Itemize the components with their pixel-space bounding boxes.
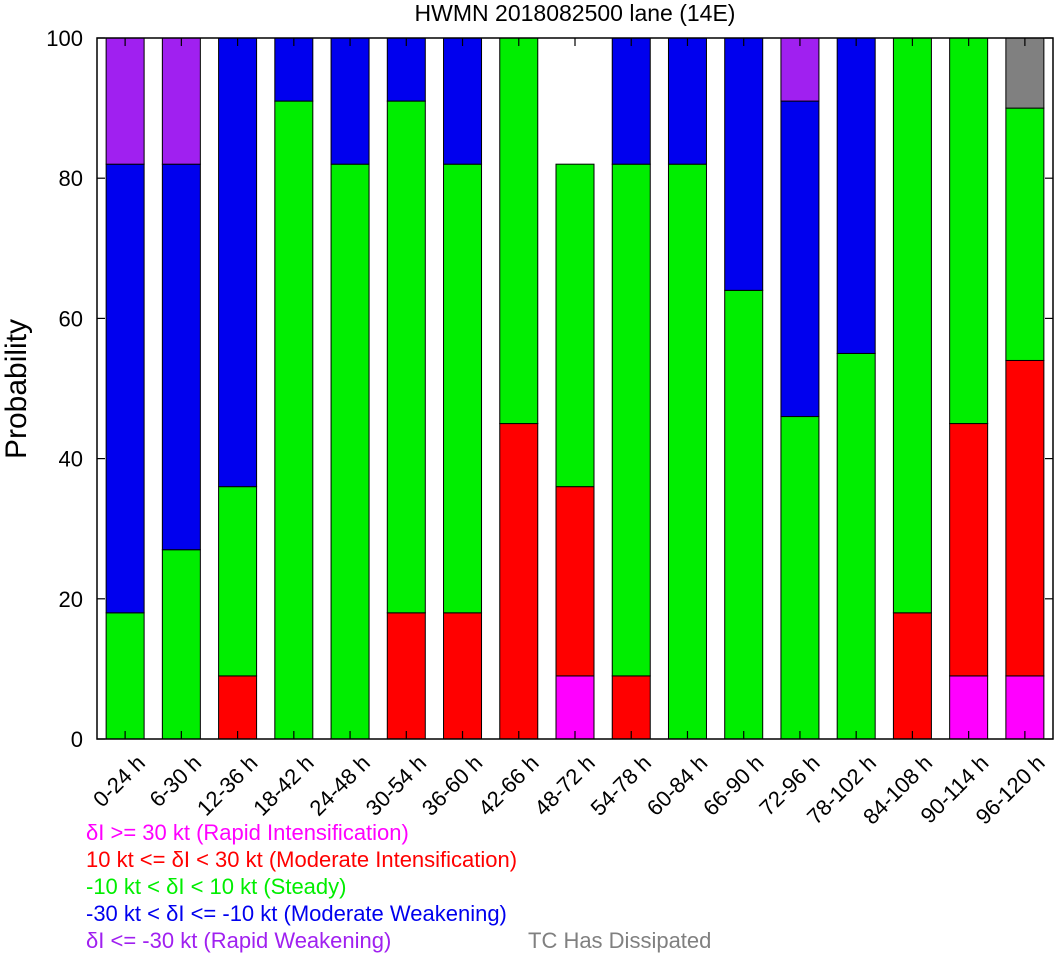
- bar-segment-90-114h-s1: [949, 423, 989, 677]
- bar-segment-0-24h-s2: [105, 612, 145, 740]
- legend-line-tc-dissipated: TC Has Dissipated: [528, 928, 712, 953]
- bar-segment-54-78h-s3: [611, 37, 651, 165]
- bar-segment-6-30h-s4: [161, 37, 201, 165]
- bar-segment-54-78h-s2: [611, 163, 651, 677]
- y-tick-label: 60: [59, 306, 83, 331]
- bar-segment-42-66h-s1: [499, 423, 539, 740]
- bar-segment-42-66h-s2: [499, 37, 539, 425]
- bar-segment-48-72h-s0: [555, 675, 595, 740]
- bar-segment-96-120h-s5: [1005, 37, 1045, 109]
- bar-segment-84-108h-s1: [892, 612, 932, 740]
- bar-segment-54-78h-s1: [611, 675, 651, 740]
- chart-title: HWMN 2018082500 lane (14E): [415, 0, 736, 26]
- x-tick-label: 60-84 h: [642, 750, 712, 820]
- x-tick-label: 18-42 h: [248, 750, 318, 820]
- bar-segment-30-54h-s3: [386, 37, 426, 102]
- bar-segment-60-84h-s3: [667, 37, 707, 165]
- y-tick-label: 20: [59, 587, 83, 612]
- bar-segment-48-72h-s2: [555, 163, 595, 488]
- legend-line-moderate-intensification: 10 kt <= δI < 30 kt (Moderate Intensific…: [86, 847, 518, 872]
- y-tick-label: 40: [59, 447, 83, 472]
- bar-segment-0-24h-s3: [105, 163, 145, 614]
- x-tick-label: 54-78 h: [586, 750, 656, 820]
- x-tick-label: 0-24 h: [88, 750, 150, 812]
- bar-segment-90-114h-s0: [949, 675, 989, 740]
- bar-segment-30-54h-s2: [386, 100, 426, 614]
- bar-segment-96-120h-s2: [1005, 107, 1045, 361]
- bar-segment-36-60h-s1: [443, 612, 483, 740]
- x-tick-label: 66-90 h: [698, 750, 768, 820]
- y-tick-label: 0: [71, 727, 83, 752]
- legend-line-rapid-weakening: δI <= -30 kt (Rapid Weakening): [86, 928, 392, 953]
- bar-segment-36-60h-s3: [443, 37, 483, 165]
- legend-line-steady: -10 kt < δI < 10 kt (Steady): [86, 874, 347, 899]
- bar-segment-6-30h-s2: [161, 549, 201, 740]
- bar-segment-96-120h-s0: [1005, 675, 1045, 740]
- x-tick-label: 12-36 h: [192, 750, 262, 820]
- bar-segment-6-30h-s3: [161, 163, 201, 551]
- bars-layer: [105, 37, 1045, 740]
- bar-segment-72-96h-s3: [780, 100, 820, 418]
- bar-segment-96-120h-s1: [1005, 359, 1045, 677]
- bar-segment-18-42h-s2: [274, 100, 314, 740]
- x-tick-label: 24-48 h: [305, 750, 375, 820]
- bar-segment-12-36h-s2: [218, 486, 258, 677]
- bar-segment-12-36h-s1: [218, 675, 258, 740]
- bar-segment-84-108h-s2: [892, 37, 932, 614]
- legend-line-moderate-weakening: -30 kt < δI <= -10 kt (Moderate Weakenin…: [86, 901, 507, 926]
- legend-line-rapid-intensification: δI >= 30 kt (Rapid Intensification): [86, 820, 409, 845]
- plot-frame: [96, 37, 1054, 740]
- bar-segment-0-24h-s4: [105, 37, 145, 165]
- bar-segment-24-48h-s3: [330, 37, 370, 165]
- bar-segment-18-42h-s3: [274, 37, 314, 102]
- bar-segment-60-84h-s2: [667, 163, 707, 740]
- bar-segment-78-102h-s3: [836, 37, 876, 354]
- x-tick-label: 42-66 h: [473, 750, 543, 820]
- bar-segment-90-114h-s2: [949, 37, 989, 425]
- y-tick-label: 80: [59, 166, 83, 191]
- bar-segment-78-102h-s2: [836, 352, 876, 740]
- y-axis-label: Probability: [0, 319, 33, 459]
- bar-segment-24-48h-s2: [330, 163, 370, 740]
- x-tick-label: 36-60 h: [417, 750, 487, 820]
- bar-segment-30-54h-s1: [386, 612, 426, 740]
- x-tick-label: 48-72 h: [529, 750, 599, 820]
- bar-segment-72-96h-s4: [780, 37, 820, 102]
- bar-segment-48-72h-s1: [555, 486, 595, 677]
- bar-segment-66-90h-s2: [724, 289, 764, 740]
- x-tick-label: 30-54 h: [361, 750, 431, 820]
- bar-segment-72-96h-s2: [780, 416, 820, 740]
- bar-segment-36-60h-s2: [443, 163, 483, 614]
- y-tick-label: 100: [46, 26, 83, 51]
- bar-segment-12-36h-s3: [218, 37, 258, 488]
- bar-segment-66-90h-s3: [724, 37, 764, 291]
